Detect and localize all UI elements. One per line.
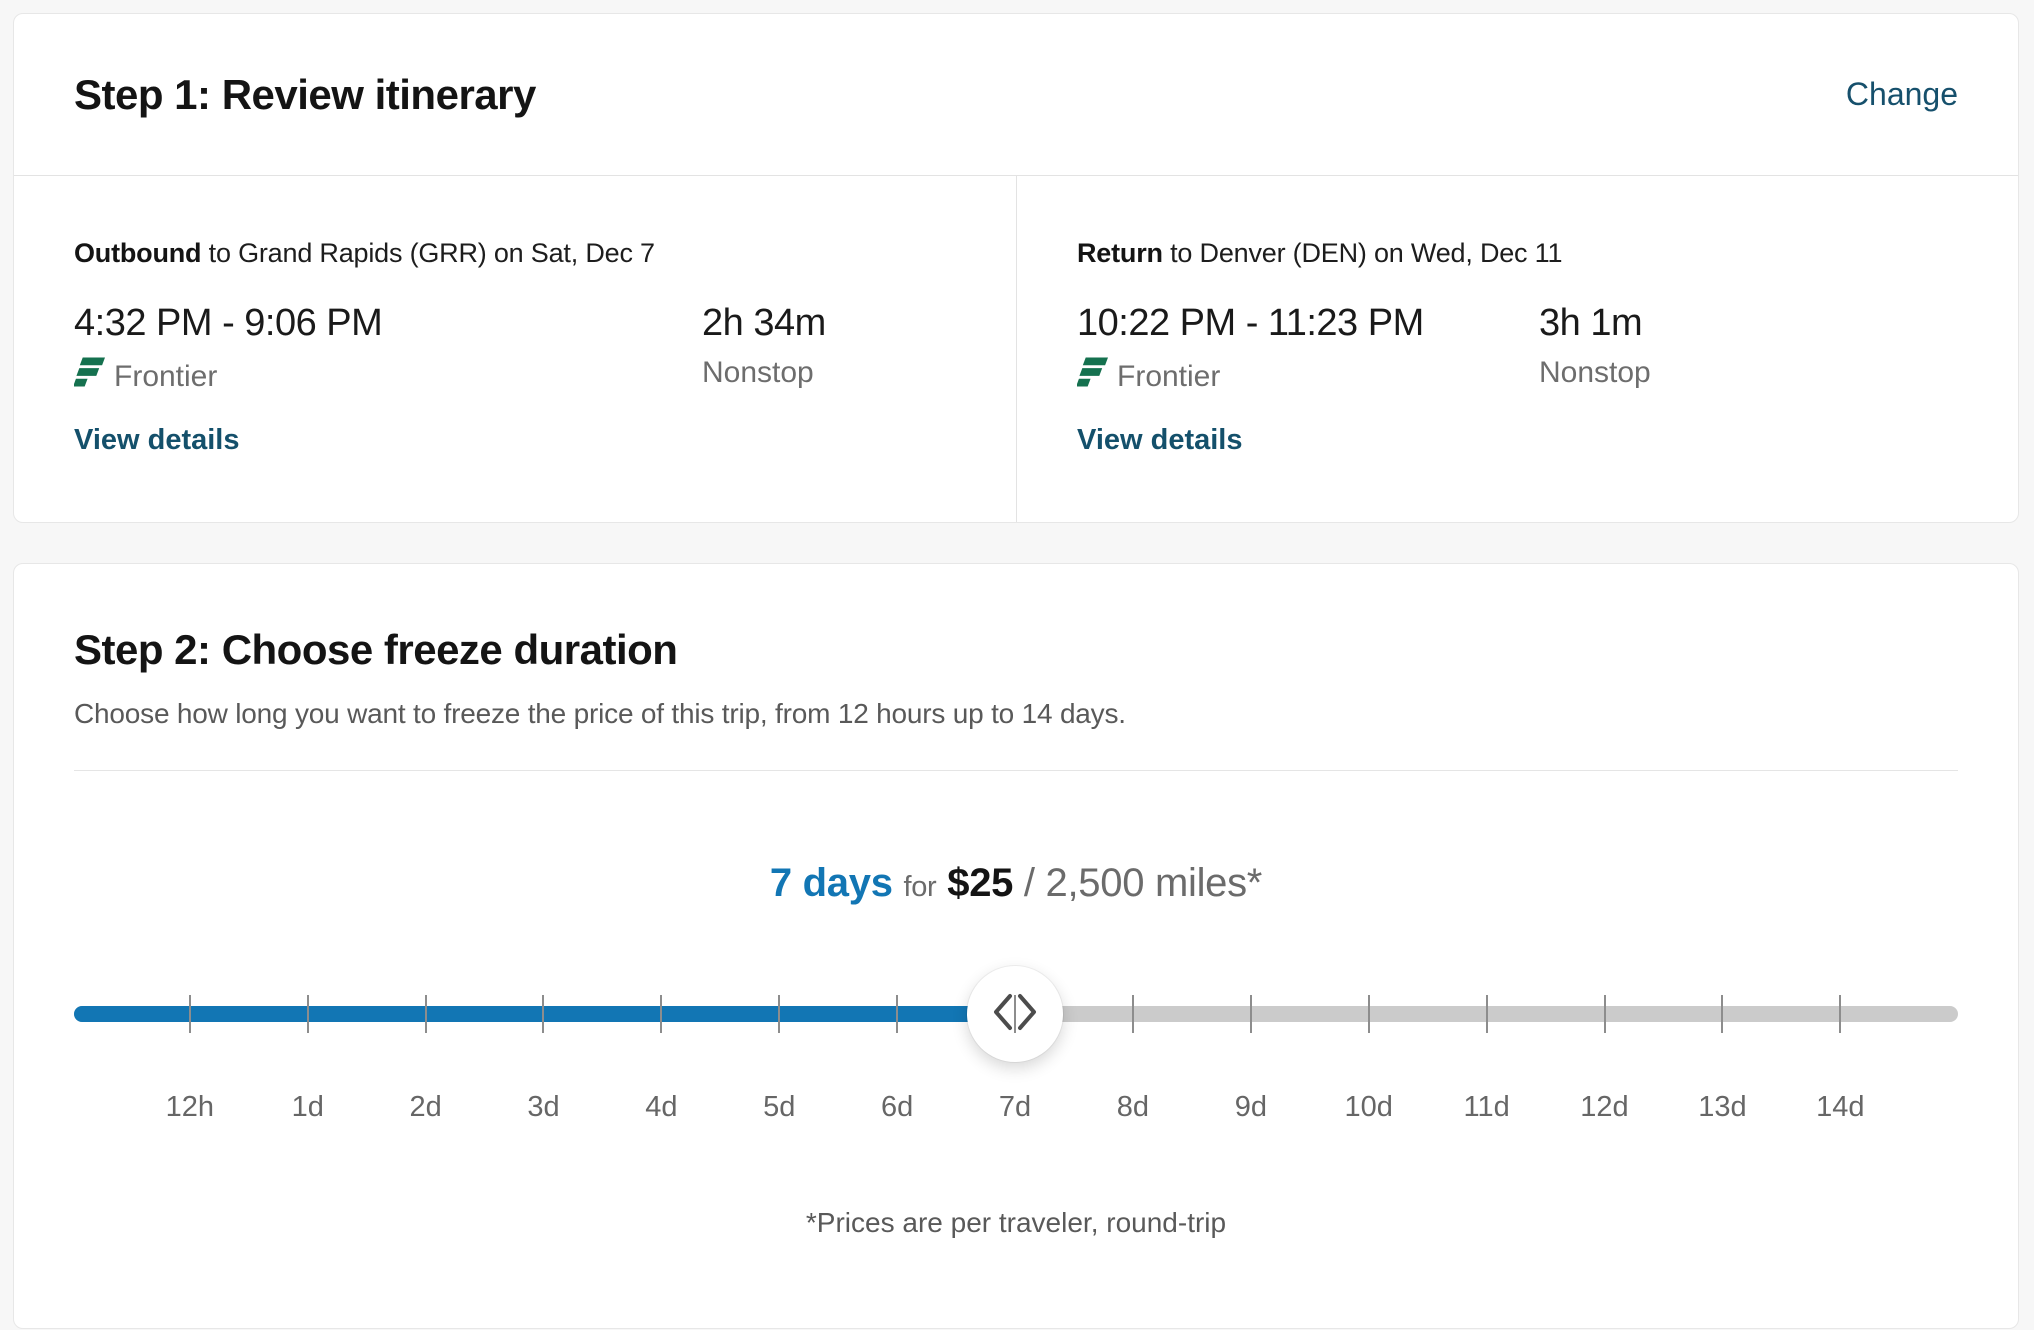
step2-subtitle: Choose how long you want to freeze the p… — [74, 698, 1126, 729]
slider-tick-label: 1d — [291, 1091, 324, 1123]
step2-title: Step 2: Choose freeze duration — [74, 626, 678, 673]
slider-tick — [542, 995, 545, 1033]
for-word: for — [903, 871, 937, 903]
slider-tick — [306, 995, 309, 1033]
slider-tick — [1721, 995, 1724, 1033]
return-flight-panel: Return to Denver (DEN) on Wed, Dec 11 10… — [1016, 176, 2018, 522]
slider-tick — [1839, 995, 1842, 1033]
slider-tick-label: 11d — [1463, 1091, 1510, 1123]
outbound-airline-name: Frontier — [114, 359, 218, 393]
return-view-details-link[interactable]: View details — [1077, 424, 1243, 456]
slider-tick-label: 9d — [1234, 1091, 1267, 1123]
step2-divider — [74, 770, 1958, 771]
return-stops: Nonstop — [1539, 356, 1651, 389]
outbound-route: Outbound to Grand Rapids (GRR) on Sat, D… — [74, 238, 976, 269]
slider-tick-label: 7d — [998, 1091, 1032, 1123]
slider-tick-label: 5d — [763, 1091, 796, 1123]
slider-tick — [1131, 995, 1134, 1033]
slider-tick-label: 12d — [1580, 1091, 1629, 1123]
review-itinerary-card: Step 1: Review itinerary Change Outbound… — [13, 13, 2019, 523]
resize-chevrons-icon — [991, 990, 1039, 1039]
slider-tick — [896, 995, 899, 1033]
selected-price-text: $25 — [947, 861, 1014, 905]
freeze-selection-summary: 7 days for $25 / 2,500 miles* — [74, 857, 1958, 913]
slider-tick-label: 14d — [1816, 1091, 1865, 1123]
slider-tick — [1367, 995, 1370, 1033]
slider-tick — [1603, 995, 1606, 1033]
step1-header: Step 1: Review itinerary Change — [14, 14, 2018, 176]
return-route: Return to Denver (DEN) on Wed, Dec 11 — [1077, 238, 1978, 269]
change-button[interactable]: Change — [1845, 76, 1958, 112]
slider-tick-label: 3d — [527, 1091, 560, 1123]
slider-tick — [1249, 995, 1252, 1033]
return-airline-name: Frontier — [1117, 359, 1221, 393]
outbound-flight-panel: Outbound to Grand Rapids (GRR) on Sat, D… — [14, 176, 1016, 522]
slider-tick-label: 13d — [1698, 1091, 1747, 1123]
frontier-logo-icon — [73, 355, 105, 398]
slider-tick-label: 4d — [645, 1091, 678, 1123]
return-times: 10:22 PM - 11:23 PM — [1077, 302, 1424, 344]
outbound-airline: Frontier — [73, 355, 702, 398]
selected-duration-text: 7 days — [769, 861, 893, 905]
slider-tick-label: 6d — [881, 1091, 914, 1123]
itinerary-body: Outbound to Grand Rapids (GRR) on Sat, D… — [14, 176, 2018, 522]
return-route-text: to Denver (DEN) on Wed, Dec 11 — [1170, 238, 1563, 268]
slider-tick-label: 2d — [409, 1091, 442, 1123]
return-airline: Frontier — [1076, 355, 1539, 398]
slider-tick — [1014, 995, 1017, 1033]
step1-title: Step 1: Review itinerary — [74, 70, 536, 118]
outbound-stops: Nonstop — [702, 356, 814, 389]
outbound-times: 4:32 PM - 9:06 PM — [74, 302, 383, 344]
outbound-view-details-link[interactable]: View details — [74, 424, 240, 456]
return-label: Return — [1077, 238, 1163, 268]
slider-tick — [1485, 995, 1488, 1033]
freeze-duration-slider: 12h 1d 2d 3d 4d 5d 6d 7d 8d 9d 10d 11d 12d 13d 14d — [74, 957, 1958, 1147]
slider-tick-label: 8d — [1116, 1091, 1150, 1123]
price-footnote: *Prices are per traveler, round-trip — [805, 1207, 1227, 1238]
slider-tick-label: 10d — [1344, 1091, 1393, 1123]
selected-miles-text: / 2,500 miles* — [1023, 861, 1263, 905]
freeze-duration-card: Step 2: Choose freeze duration Choose ho… — [13, 563, 2019, 1329]
slider-tick — [778, 995, 781, 1033]
slider-track-fill — [74, 1006, 1016, 1022]
slider-tick — [660, 995, 663, 1033]
frontier-logo-icon — [1076, 355, 1108, 398]
outbound-label: Outbound — [74, 238, 202, 268]
outbound-duration: 2h 34m — [702, 302, 826, 344]
slider-tick — [424, 995, 427, 1033]
slider-tick — [188, 995, 191, 1033]
outbound-route-text: to Grand Rapids (GRR) on Sat, Dec 7 — [208, 238, 655, 268]
slider-tick-label: 12h — [165, 1091, 215, 1123]
return-duration: 3h 1m — [1539, 302, 1643, 344]
